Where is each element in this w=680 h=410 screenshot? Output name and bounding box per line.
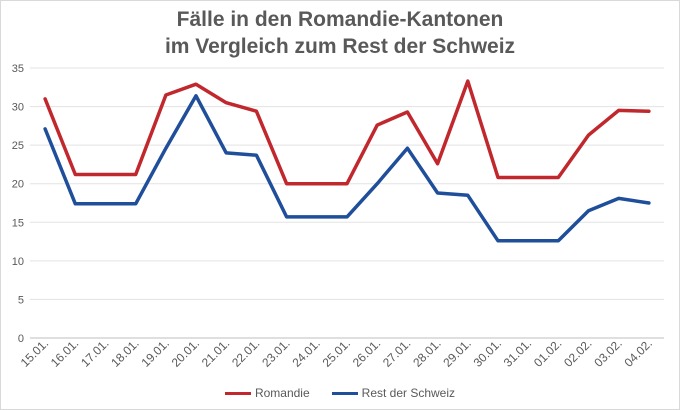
legend-swatch-romandie [224,391,251,395]
x-tick-label: 25.01. [320,336,353,369]
x-tick-label: 28.01. [410,336,443,369]
legend-label-romandie: Romandie [254,386,310,400]
x-tick-label: 17.01. [78,336,111,369]
x-tick-label: 26.01. [350,336,383,369]
x-tick-label: 16.01. [48,336,81,369]
y-tick-label: 0 [18,333,24,345]
x-tick-label: 04.02. [622,336,655,369]
x-tick-label: 18.01. [108,336,141,369]
x-tick-label: 01.02. [531,336,564,369]
y-tick-label: 35 [12,63,24,75]
legend-label-rest-der-schweiz: Rest der Schweiz [361,386,456,400]
x-tick-label: 24.01. [289,336,322,369]
legend-item-romandie: Romandie [224,386,310,400]
chart-title-line-1: Fälle in den Romandie-Kantonen [176,8,504,31]
x-tick-label: 20.01. [169,336,202,369]
y-tick-label: 20 [12,179,24,191]
series-line-rest-der-schweiz [43,94,651,243]
x-tick-label: 21.01. [199,336,232,369]
y-tick-label: 15 [12,217,24,229]
chart-title-line-2: im Vergleich zum Rest der Schweiz [164,35,516,58]
y-tick-label: 10 [12,256,24,268]
series-line-romandie [43,79,651,186]
x-tick-label: 30.01. [471,336,504,369]
chart-title: Fälle in den Romandie-Kantonen im Vergle… [0,6,680,60]
x-tick-label: 27.01. [380,336,413,369]
legend-swatch-rest-der-schweiz [331,391,358,395]
x-tick-label: 03.02. [591,336,624,369]
legend: Romandie Rest der Schweiz [0,386,680,400]
y-tick-label: 25 [12,140,24,152]
y-tick-label: 30 [12,102,24,114]
x-tick-label: 23.01. [259,336,292,369]
x-tick-label: 29.01. [440,336,473,369]
x-tick-label: 31.01. [501,336,534,369]
x-tick-label: 19.01. [138,336,171,369]
y-tick-label: 5 [18,294,24,306]
legend-item-rest-der-schweiz: Rest der Schweiz [331,386,456,400]
x-tick-label: 22.01. [229,336,262,369]
x-tick-label: 02.02. [561,336,594,369]
